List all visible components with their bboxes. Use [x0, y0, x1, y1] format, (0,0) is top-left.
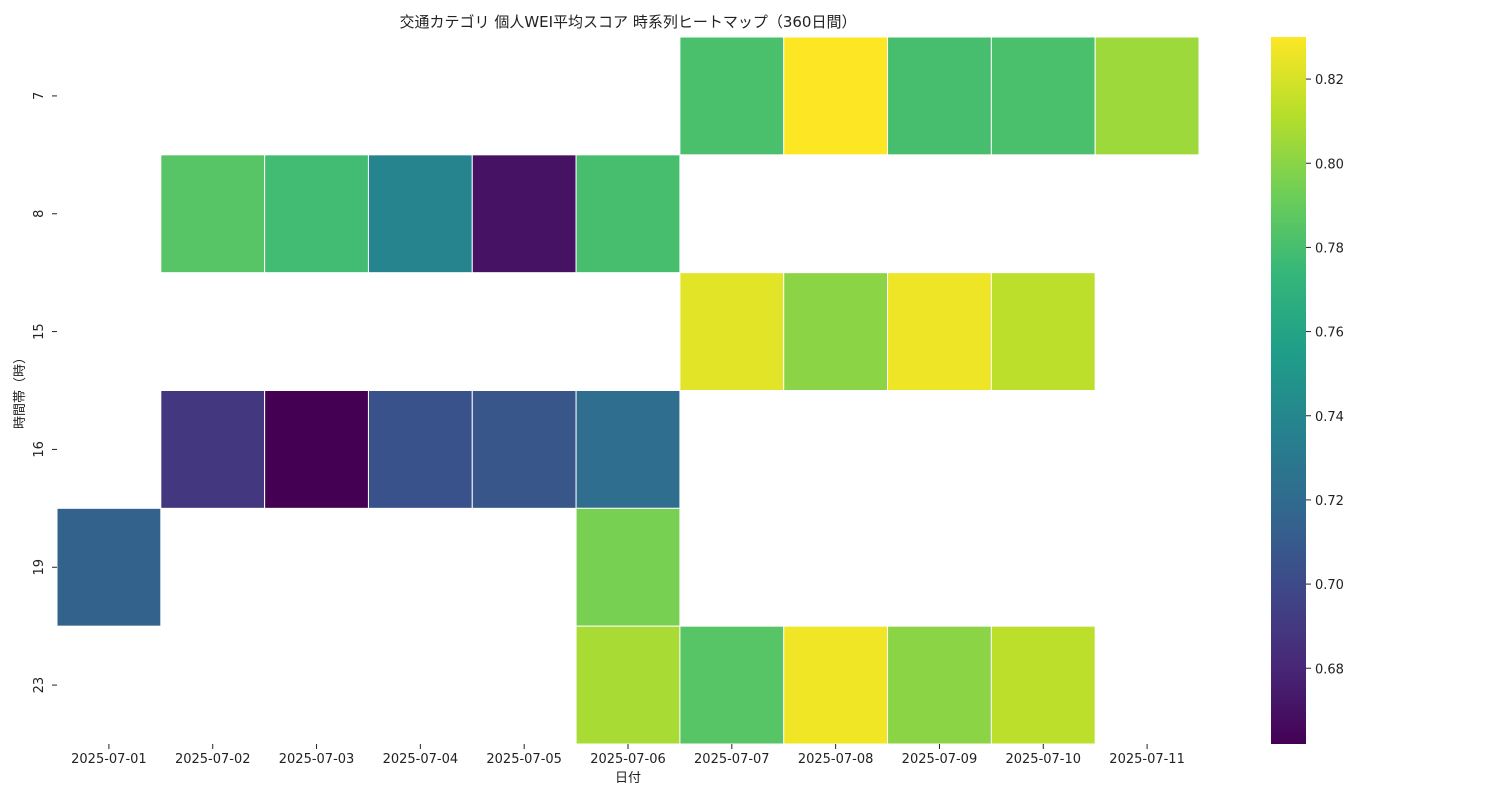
y-axis-label: 時間帯（時）: [13, 351, 28, 429]
colorbar-gradient: [1271, 37, 1306, 744]
heatmap-cell: [783, 36, 889, 156]
heatmap-cell: [471, 154, 577, 274]
heatmap-cell: [783, 625, 889, 745]
x-tick-label: 2025-07-03: [279, 752, 355, 767]
y-tick-label: 16: [32, 441, 47, 458]
heatmap-cell: [575, 507, 681, 627]
y-tick-label: 19: [32, 559, 47, 576]
heatmap-cell: [575, 390, 681, 509]
x-tick-label: 2025-07-01: [71, 752, 147, 767]
colorbar-tick-label: 0.80: [1315, 157, 1344, 172]
heatmap-cell: [367, 390, 473, 509]
x-axis-label: 日付: [615, 771, 641, 786]
x-axis-ticks: 2025-07-01 2025-07-02 2025-07-03 2025-07-04…: [71, 744, 1185, 767]
x-tick-label: 2025-07-08: [798, 752, 874, 767]
heatmap-cells: [56, 36, 1200, 745]
heatmap-cell: [990, 625, 1096, 745]
heatmap-cell: [160, 390, 266, 509]
y-axis-ticks: 7 8 15 16 19 23: [32, 92, 57, 694]
heatmap-cell: [575, 625, 681, 745]
chart-title: 交通カテゴリ 個人WEI平均スコア 時系列ヒートマップ（360日間）: [400, 13, 857, 31]
heatmap-cell: [264, 154, 369, 274]
y-tick-label: 7: [32, 92, 47, 100]
heatmap-cell: [990, 36, 1096, 156]
x-tick-label: 2025-07-02: [175, 752, 251, 767]
colorbar-tick-label: 0.76: [1315, 326, 1344, 341]
x-tick-label: 2025-07-07: [694, 752, 770, 767]
x-tick-label: 2025-07-11: [1109, 752, 1185, 767]
heatmap-cell: [990, 272, 1096, 391]
heatmap-cell: [679, 625, 785, 745]
heatmap-cell: [679, 272, 785, 391]
colorbar-tick-label: 0.68: [1315, 662, 1344, 677]
x-tick-label: 2025-07-09: [902, 752, 978, 767]
colorbar-tick-label: 0.78: [1315, 241, 1344, 256]
y-tick-label: 8: [32, 210, 47, 218]
y-tick-label: 15: [32, 323, 47, 340]
heatmap-cell: [367, 154, 473, 274]
heatmap-cell: [575, 154, 681, 274]
x-tick-label: 2025-07-04: [383, 752, 459, 767]
colorbar-tick-label: 0.70: [1315, 578, 1344, 593]
colorbar: 0.68 0.70 0.72 0.74 0.76 0.78 0.80 0.82: [1271, 37, 1344, 744]
heatmap-cell: [887, 272, 992, 391]
heatmap-cell: [56, 507, 162, 627]
x-tick-label: 2025-07-10: [1005, 752, 1081, 767]
heatmap-cell: [887, 625, 992, 745]
colorbar-tick-label: 0.82: [1315, 73, 1344, 88]
heatmap-cell: [679, 36, 785, 156]
colorbar-tick-label: 0.74: [1315, 410, 1344, 425]
x-tick-label: 2025-07-05: [486, 752, 562, 767]
colorbar-tick-label: 0.72: [1315, 494, 1344, 509]
heatmap-cell: [264, 390, 369, 509]
x-tick-label: 2025-07-06: [590, 752, 666, 767]
y-tick-label: 23: [32, 677, 47, 694]
heatmap-cell: [783, 272, 889, 391]
heatmap-cell: [1094, 36, 1200, 156]
heatmap-cell: [887, 36, 992, 156]
heatmap-cell: [160, 154, 266, 274]
heatmap-cell: [471, 390, 577, 509]
